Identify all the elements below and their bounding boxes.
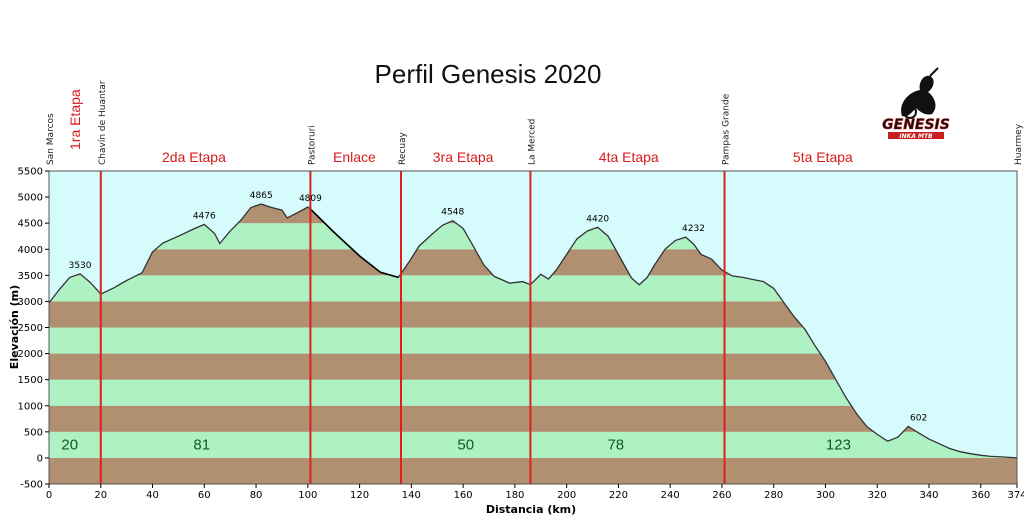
y-tick-label: 2500 (18, 323, 43, 334)
peak-label: 3530 (69, 261, 92, 271)
stage-label: 1ra Etapa (67, 89, 83, 150)
x-tick-label: 260 (712, 490, 731, 501)
logo-text: GENESIS (882, 117, 950, 133)
wheel-icon (903, 105, 917, 119)
x-tick-label: 140 (402, 490, 421, 501)
x-tick-label: 160 (454, 490, 473, 501)
y-tick-label: 500 (24, 427, 43, 438)
peak-label: 4476 (193, 211, 216, 221)
y-tick-label: -500 (20, 480, 43, 491)
stage-label: Enlace (333, 149, 376, 165)
logo-subtext: INKA MTB (899, 133, 933, 140)
x-tick-label: 180 (505, 490, 524, 501)
y-tick-label: 2000 (18, 349, 43, 360)
peak-labels: 3530 4476 4865 4809 4548 4420 4232 602 (69, 191, 928, 423)
chart-title: Perfil Genesis 2020 (375, 59, 602, 89)
x-tick-label: 100 (298, 490, 317, 501)
profile-line (48, 203, 1018, 459)
peak-label: 4420 (586, 214, 609, 224)
stage-distance-label: 50 (457, 437, 474, 454)
x-tick-label: 374 (1007, 490, 1024, 501)
stage-label: 2da Etapa (162, 149, 226, 165)
stage-distance-label: 123 (826, 437, 851, 454)
y-tick-label: 1500 (18, 375, 43, 386)
elevation-band (49, 431, 1017, 458)
y-tick-label: 4500 (18, 219, 43, 230)
x-tick-label: 20 (94, 490, 107, 501)
x-tick-label: 200 (557, 490, 576, 501)
x-tick-label: 120 (350, 490, 369, 501)
place-label: Pastoruri (307, 125, 317, 165)
x-tick-label: 360 (971, 490, 990, 501)
logo-subtext-bg (888, 132, 944, 139)
stage-label: 5ta Etapa (793, 149, 853, 165)
x-tick-label: 80 (250, 490, 263, 501)
stage-label: 3ra Etapa (433, 149, 494, 165)
stage-distance-label: 81 (193, 437, 210, 454)
cyclist-silhouette-icon (901, 75, 936, 117)
x-tick-label: 240 (661, 490, 680, 501)
distance-labels: 20 81 50 78 123 (61, 437, 851, 454)
peak-label: 4548 (441, 208, 464, 218)
peak-label: 4232 (682, 224, 705, 234)
stage-lines (99, 171, 726, 484)
stage-distance-label: 20 (61, 437, 78, 454)
x-tick-label: 280 (764, 490, 783, 501)
x-tick-label: 0 (46, 490, 52, 501)
place-label: La Merced (527, 119, 537, 165)
y-tick-label: 0 (37, 453, 43, 464)
y-axis: -500 0 500 1000 1500 2000 2500 3000 3500 4000 4500… (18, 167, 49, 491)
x-axis-label: Distancia (km) (486, 503, 576, 516)
peak-label: 602 (910, 414, 927, 424)
y-tick-label: 1000 (18, 401, 43, 412)
genesis-logo: GENESIS INKA MTB (882, 67, 950, 140)
x-axis: 0 20 40 60 80 100 120 140 160 180 200 220 240 260 280 3… (46, 484, 1024, 501)
y-tick-label: 5500 (18, 167, 43, 178)
elevation-band (49, 457, 1017, 484)
stage-labels: 1ra Etapa 2da Etapa Enlace 3ra Etapa 4ta Eta… (67, 89, 853, 165)
y-tick-label: 3000 (18, 297, 43, 308)
x-tick-label: 340 (919, 490, 938, 501)
x-tick-label: 300 (816, 490, 835, 501)
place-labels: San Marcos Chavín de Huantar Pastoruri Recu… (46, 80, 1024, 165)
peak-label: 4865 (250, 191, 273, 201)
x-tick-label: 40 (146, 490, 159, 501)
stage-label: 4ta Etapa (599, 149, 659, 165)
place-label: Recuay (398, 131, 408, 165)
link-section-line (309, 208, 399, 279)
x-tick-label: 320 (868, 490, 887, 501)
peak-label: 4809 (299, 194, 322, 204)
y-tick-label: 4000 (18, 245, 43, 256)
place-label: San Marcos (46, 113, 56, 165)
place-label: Huarmey (1014, 123, 1024, 165)
place-label: Pampas Grande (722, 93, 732, 165)
x-tick-label: 220 (609, 490, 628, 501)
place-label: Chavín de Huantar (98, 80, 108, 165)
y-tick-label: 5000 (18, 193, 43, 204)
y-tick-label: 3500 (18, 271, 43, 282)
stage-distance-label: 78 (607, 437, 624, 454)
x-tick-label: 60 (198, 490, 211, 501)
logo-stroke-icon (929, 67, 939, 77)
y-axis-label: Elevación (m) (8, 285, 21, 369)
